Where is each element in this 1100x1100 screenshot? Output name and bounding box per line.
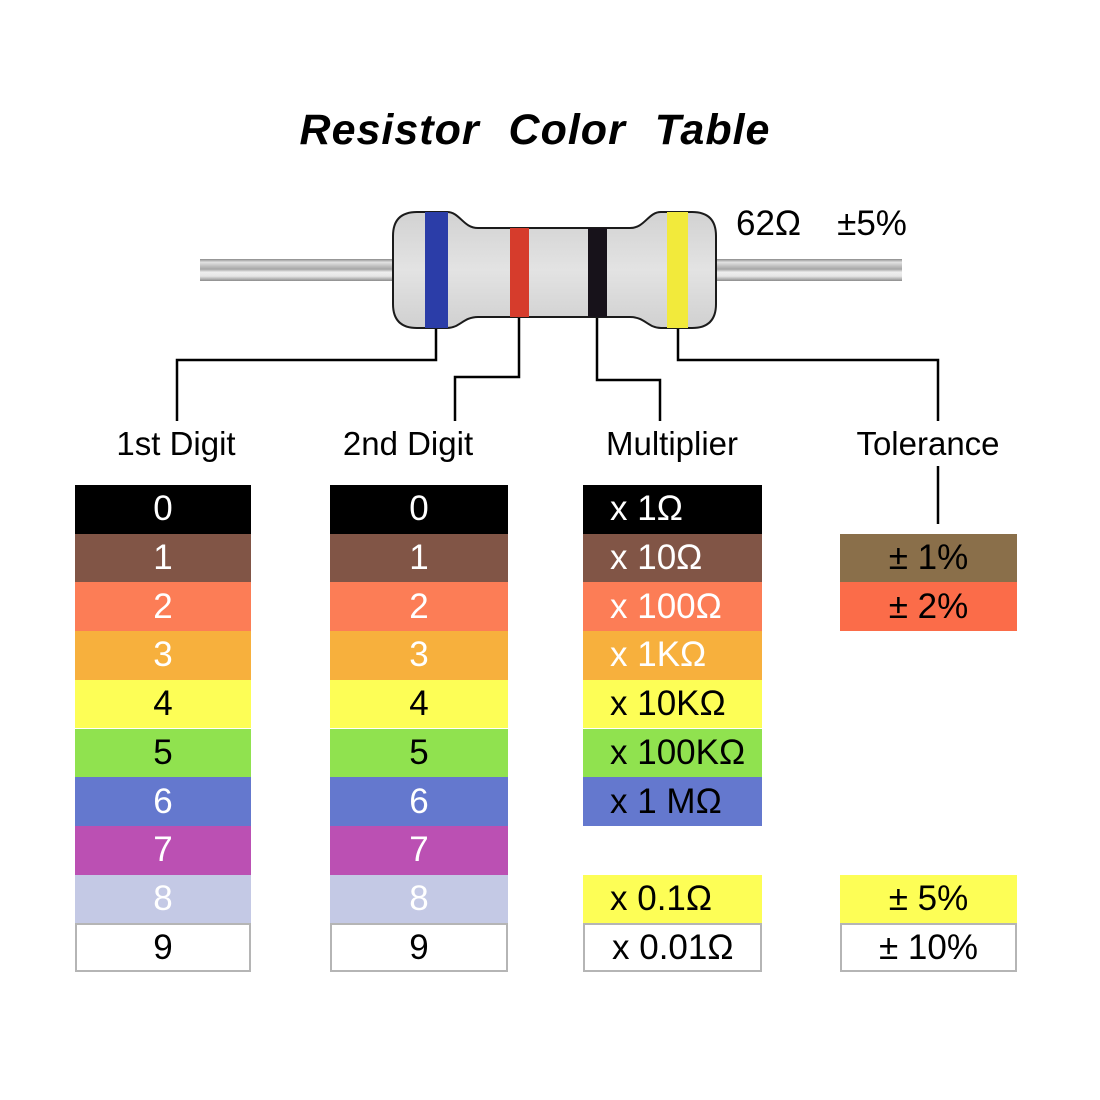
digit1-row-4: 4 — [75, 679, 251, 729]
page-title: Resistor Color Table — [299, 106, 771, 154]
blue-band — [425, 212, 448, 328]
digit2-row-4: 4 — [330, 679, 508, 729]
multiplier-row-x1: x 1Ω — [583, 485, 762, 534]
digit1-row-7: 7 — [75, 825, 251, 875]
digit1-row-9: 9 — [75, 923, 251, 972]
multiplier-row-x10: x 10Ω — [583, 533, 762, 583]
digit1-row-1: 1 — [75, 533, 251, 583]
multiplier-row-x1k: x 1KΩ — [583, 631, 762, 680]
multiplier-column: x 1Ω x 10Ω x 100Ω x 1KΩ x 10KΩ x 100KΩ x… — [583, 485, 762, 973]
digit2-row-7: 7 — [330, 825, 508, 875]
digit1-row-0: 0 — [75, 485, 251, 534]
multiplier-row-x10k: x 10KΩ — [583, 679, 762, 729]
tolerance-value-label: ±5% — [837, 204, 907, 243]
connector-tolerance — [676, 329, 940, 421]
digit1-row-5: 5 — [75, 728, 251, 778]
digit1-column: 0 1 2 3 4 5 6 7 8 9 — [75, 485, 251, 973]
multiplier-row-x100k: x 100KΩ — [583, 728, 762, 778]
resistor-body — [392, 211, 717, 329]
header-multiplier: Multiplier — [605, 425, 739, 462]
digit2-row-9: 9 — [330, 923, 508, 972]
digit1-row-2: 2 — [75, 582, 251, 632]
digit2-row-3: 3 — [330, 631, 508, 680]
right-lead-wire — [715, 259, 902, 281]
tolerance-row-1pct: ± 1% — [840, 533, 1017, 583]
digit1-row-3: 3 — [75, 631, 251, 680]
digit2-column: 0 1 2 3 4 5 6 7 8 9 — [330, 485, 508, 973]
tolerance-row-5pct: ± 5% — [840, 874, 1017, 924]
connector-2nd-digit — [453, 318, 521, 421]
digit2-row-1: 1 — [330, 533, 508, 583]
connector-1st-digit — [175, 329, 438, 421]
digit1-row-6: 6 — [75, 777, 251, 826]
digit1-row-8: 8 — [75, 874, 251, 924]
black-band — [588, 224, 607, 320]
digit2-row-8: 8 — [330, 874, 508, 924]
yellow-band — [667, 212, 688, 328]
tolerance-row-2pct: ± 2% — [840, 582, 1017, 632]
header-2nd-digit: 2nd Digit — [342, 425, 474, 462]
multiplier-row-x100: x 100Ω — [583, 582, 762, 632]
resistance-value-label: 62Ω — [736, 204, 802, 243]
header-1st-digit: 1st Digit — [116, 425, 236, 462]
digit2-row-6: 6 — [330, 777, 508, 826]
left-lead-wire — [200, 259, 393, 281]
connector-multiplier — [595, 318, 662, 421]
multiplier-row-x1m: x 1 MΩ — [583, 777, 762, 826]
resistor-value: 62Ω ±5% — [736, 204, 907, 244]
digit2-row-2: 2 — [330, 582, 508, 632]
tolerance-row-10pct: ± 10% — [840, 923, 1017, 972]
multiplier-row-x0-1: x 0.1Ω — [583, 874, 762, 924]
header-tolerance: Tolerance — [856, 425, 1000, 462]
red-band — [510, 224, 529, 320]
multiplier-row-x0-01: x 0.01Ω — [583, 923, 762, 972]
digit2-row-0: 0 — [330, 485, 508, 534]
tolerance-column: ± 1% ± 2% ± 5% ± 10% — [840, 485, 1017, 973]
digit2-row-5: 5 — [330, 728, 508, 778]
